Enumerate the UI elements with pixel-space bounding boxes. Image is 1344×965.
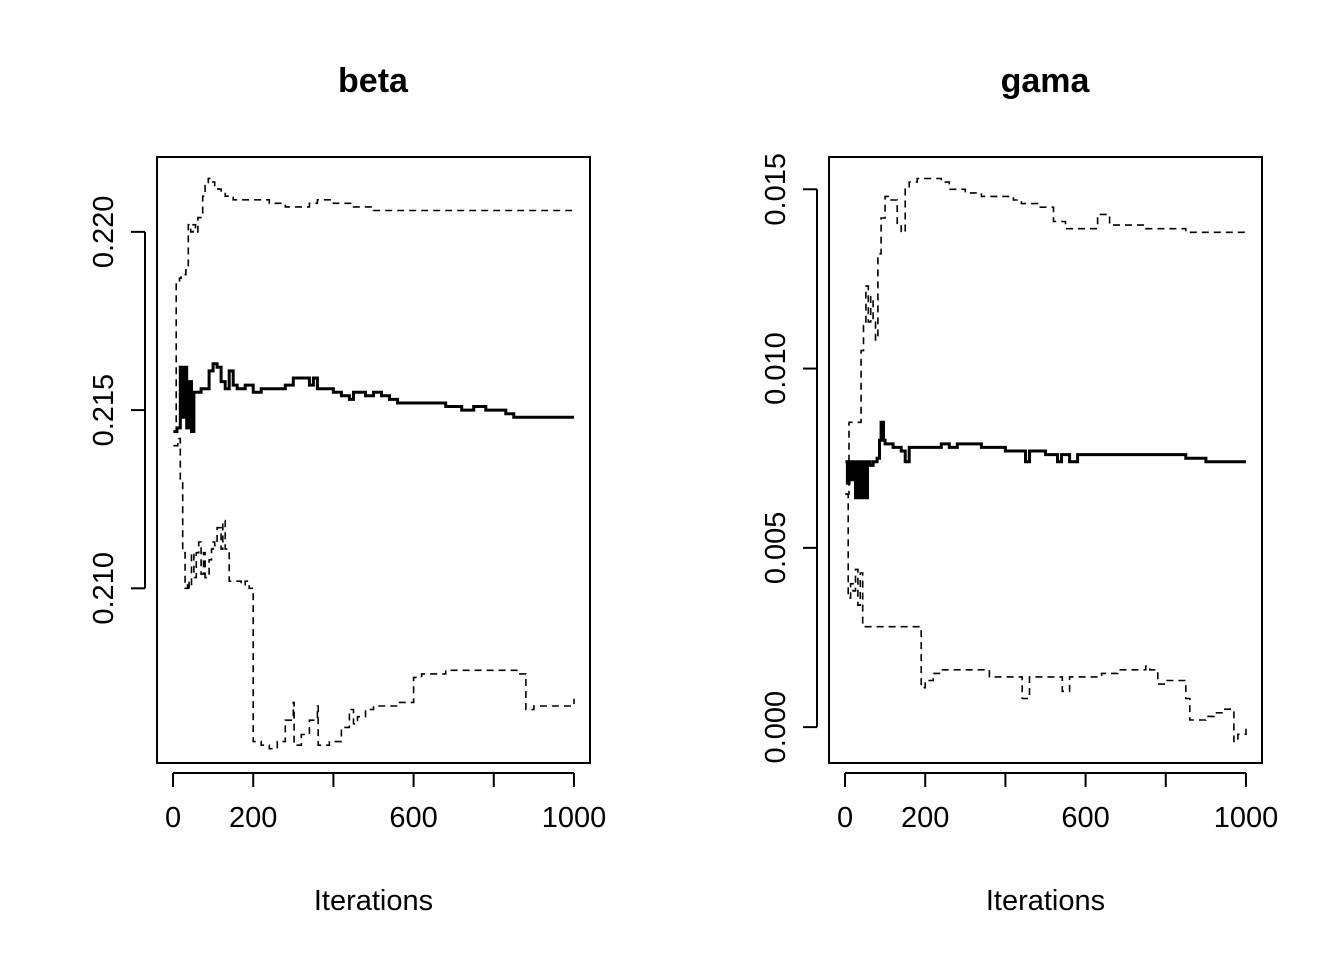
gama-x-axis-label: Iterations xyxy=(986,885,1105,917)
beta-x-tick-label: 200 xyxy=(229,802,277,834)
gama-x-tick-label: 1000 xyxy=(1214,802,1279,834)
beta-x-axis-label: Iterations xyxy=(314,885,433,917)
gama-y-tick-label: 0.000 xyxy=(760,691,792,764)
gama-y-tick-label: 0.010 xyxy=(760,332,792,405)
beta-x-tick-label: 600 xyxy=(389,802,437,834)
beta-median-series-line xyxy=(173,362,574,433)
gama-plot-frame xyxy=(828,156,1263,764)
beta-bound-series-line-1 xyxy=(173,177,574,433)
gama-y-tick-label: 0.015 xyxy=(760,153,792,226)
beta-title: beta xyxy=(338,62,409,100)
beta-x-tick-label: 1000 xyxy=(542,802,607,834)
gama-title: gama xyxy=(1001,62,1091,100)
gama-median-series-line xyxy=(845,420,1246,500)
beta-y-tick-label: 0.215 xyxy=(88,374,120,447)
gama-x-tick-label: 200 xyxy=(901,802,949,834)
beta-x-tick-label: 0 xyxy=(165,802,181,834)
gama-y-tick-label: 0.005 xyxy=(760,512,792,585)
gama-x-tick-label: 600 xyxy=(1061,802,1109,834)
beta-bound-series-line-2 xyxy=(173,437,575,750)
beta-panel: beta 0 200 600 1000 0.210 0.215 0.220 Iterations xyxy=(88,62,606,917)
gama-bound-series-line-2 xyxy=(845,493,1247,743)
beta-y-tick-label: 0.210 xyxy=(88,552,120,625)
beta-plot-frame xyxy=(156,156,591,764)
gama-x-tick-label: 0 xyxy=(837,802,853,834)
gama-panel: gama 0 200 600 1000 0.000 0.005 0.010 0.015 Itera… xyxy=(760,62,1278,917)
gama-bound-series-line-1 xyxy=(845,177,1246,495)
beta-y-tick-label: 0.220 xyxy=(88,196,120,269)
